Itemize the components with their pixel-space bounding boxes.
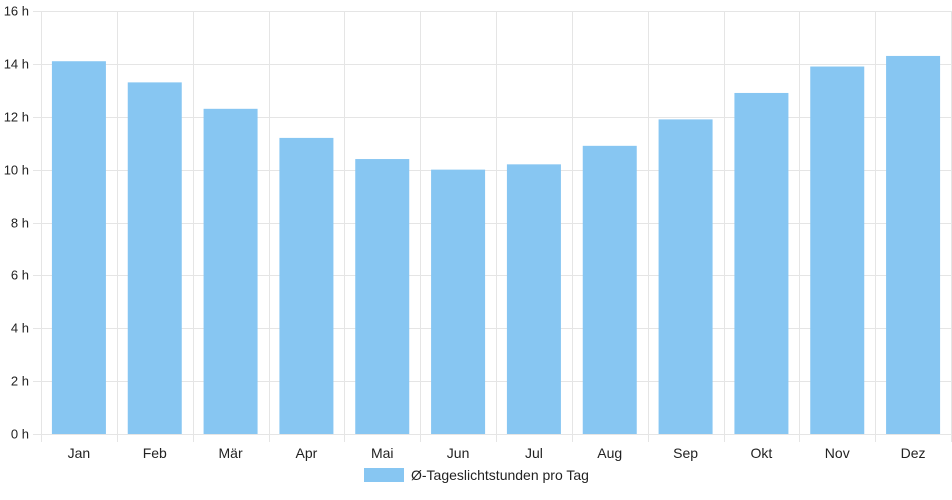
x-tick-label: Nov [825, 445, 850, 461]
x-tick-label: Mär [219, 445, 243, 461]
y-tick-label: 12 h [4, 110, 29, 125]
x-tick-label: Okt [751, 445, 773, 461]
y-tick-label: 14 h [4, 57, 29, 72]
x-tick-label: Feb [143, 445, 167, 461]
bar-aug[interactable] [582, 145, 637, 435]
y-tick-label: 0 h [11, 427, 29, 442]
legend-label[interactable]: Ø-Tageslichtstunden pro Tag [411, 467, 589, 483]
x-tick-label: Jul [525, 445, 543, 461]
x-tick-label: Jan [68, 445, 91, 461]
x-tick-label: Sep [673, 445, 698, 461]
x-tick-label: Jun [447, 445, 470, 461]
bar-jun[interactable] [431, 169, 486, 434]
bar-jan[interactable] [51, 61, 106, 434]
x-tick-label: Mai [371, 445, 394, 461]
legend-swatch[interactable] [364, 468, 404, 482]
bar-okt[interactable] [734, 92, 789, 435]
x-tick-label: Apr [296, 445, 318, 461]
bar-mai[interactable] [355, 159, 410, 435]
bar-layer [51, 55, 941, 435]
y-tick-label: 4 h [11, 321, 29, 336]
y-axis-labels: 0 h 2 h 4 h 6 h 8 h 10 h 12 h 14 h 16 h [4, 4, 29, 442]
x-tick-label: Dez [901, 445, 926, 461]
bar-apr[interactable] [279, 137, 334, 434]
x-axis-labels: Jan Feb Mär Apr Mai Jun Jul Aug Sep Okt Nov Dez [68, 445, 926, 461]
y-tick-label: 8 h [11, 216, 29, 231]
legend[interactable]: Ø-Tageslichtstunden pro Tag [364, 467, 589, 483]
x-tick-label: Aug [597, 445, 622, 461]
y-tick-label: 6 h [11, 268, 29, 283]
bar-jul[interactable] [506, 164, 561, 434]
y-tick-label: 16 h [4, 4, 29, 19]
y-tick-label: 2 h [11, 374, 29, 389]
y-tick-label: 10 h [4, 163, 29, 178]
bar-dez[interactable] [886, 55, 941, 434]
bar-sep[interactable] [658, 119, 713, 435]
bar-feb[interactable] [127, 82, 182, 434]
bar-nov[interactable] [810, 66, 865, 435]
bar-mär[interactable] [203, 108, 258, 434]
